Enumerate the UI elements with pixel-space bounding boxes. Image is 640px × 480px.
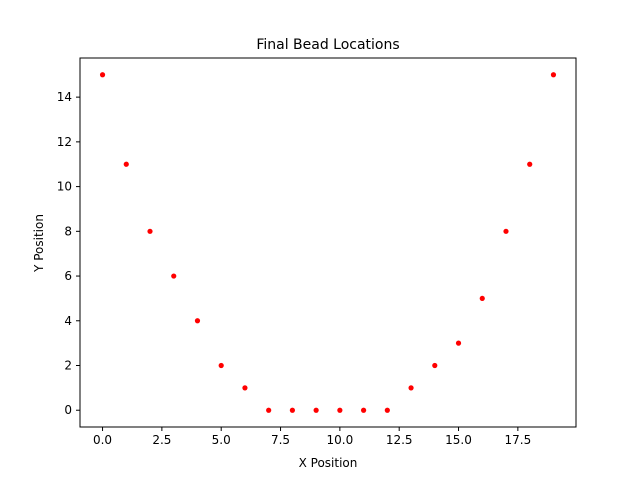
data-point: [218, 362, 224, 369]
x-tick-label: 12.5: [386, 433, 413, 447]
data-point: [289, 407, 296, 413]
y-tick-label: 2: [64, 359, 72, 373]
y-tick-label: 4: [64, 314, 72, 328]
data-point: [147, 228, 153, 234]
y-axis-ticks: 0 2 4 6 8 10 12 14: [57, 90, 80, 417]
x-tick-label: 0.0: [93, 433, 112, 447]
data-point: [266, 407, 272, 413]
y-tick-label: 6: [64, 269, 72, 283]
data-point: [527, 161, 533, 167]
y-tick-label: 8: [64, 224, 72, 238]
data-point: [99, 72, 106, 78]
y-tick-label: 14: [57, 90, 72, 104]
data-point: [479, 295, 485, 302]
x-axis-ticks: 0.0 2.5 5.0 7.5 10.0 12.5 15.0 17.5: [93, 427, 531, 447]
data-point: [384, 407, 390, 413]
data-point: [123, 161, 129, 167]
data-point: [313, 407, 319, 413]
data-point: [455, 340, 462, 346]
x-tick-label: 17.5: [504, 433, 531, 447]
data-point: [550, 72, 557, 78]
data-point: [360, 407, 367, 413]
data-point: [408, 385, 414, 391]
y-tick-label: 10: [57, 180, 72, 194]
data-point: [242, 385, 248, 391]
data-point: [171, 273, 177, 279]
chart-title: Final Bead Locations: [256, 37, 399, 53]
plot-area: [79, 57, 577, 428]
x-tick-label: 2.5: [152, 433, 171, 447]
data-point: [194, 318, 201, 324]
x-tick-label: 5.0: [212, 433, 231, 447]
axes-frame: [79, 57, 577, 428]
x-tick-label: 10.0: [327, 433, 354, 447]
y-axis-label: Y Position: [32, 214, 46, 273]
x-tick-label: 15.0: [445, 433, 472, 447]
data-point: [432, 362, 438, 369]
data-point: [503, 228, 509, 234]
data-point: [337, 407, 343, 413]
x-tick-label: 7.5: [271, 433, 290, 447]
data-points: [99, 72, 557, 413]
y-tick-label: 12: [57, 135, 72, 149]
y-tick-label: 0: [64, 403, 72, 417]
x-axis-label: X Position: [299, 456, 358, 470]
